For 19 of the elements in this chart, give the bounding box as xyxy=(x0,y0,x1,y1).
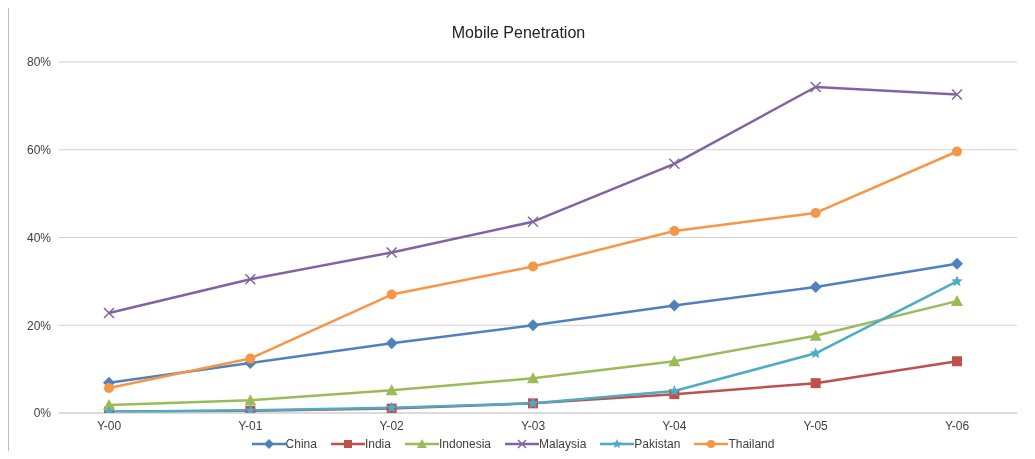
y-tick-label: 80% xyxy=(26,55,52,70)
legend-label: Malaysia xyxy=(539,437,587,451)
chart-title: Mobile Penetration xyxy=(450,23,587,43)
legend-label: China xyxy=(285,437,317,451)
y-tick-label: 40% xyxy=(26,230,52,245)
x-tick-label: Y-00 xyxy=(96,418,122,433)
x-tick-label: Y-01 xyxy=(238,418,263,433)
x-tick-label: Y-02 xyxy=(379,418,405,433)
x-tick-label: Y-06 xyxy=(944,418,970,433)
legend-label: Thailand xyxy=(728,437,775,451)
legend-label: India xyxy=(364,437,391,451)
legend-label: Pakistan xyxy=(634,437,681,451)
y-tick-label: 20% xyxy=(26,318,52,333)
legend-label: Indonesia xyxy=(438,437,491,451)
x-tick-label: Y-05 xyxy=(803,418,829,433)
x-tick-label: Y-03 xyxy=(520,418,546,433)
y-tick-label: 60% xyxy=(26,143,52,158)
y-tick-label: 0% xyxy=(33,406,52,421)
x-tick-label: Y-04 xyxy=(662,418,687,433)
